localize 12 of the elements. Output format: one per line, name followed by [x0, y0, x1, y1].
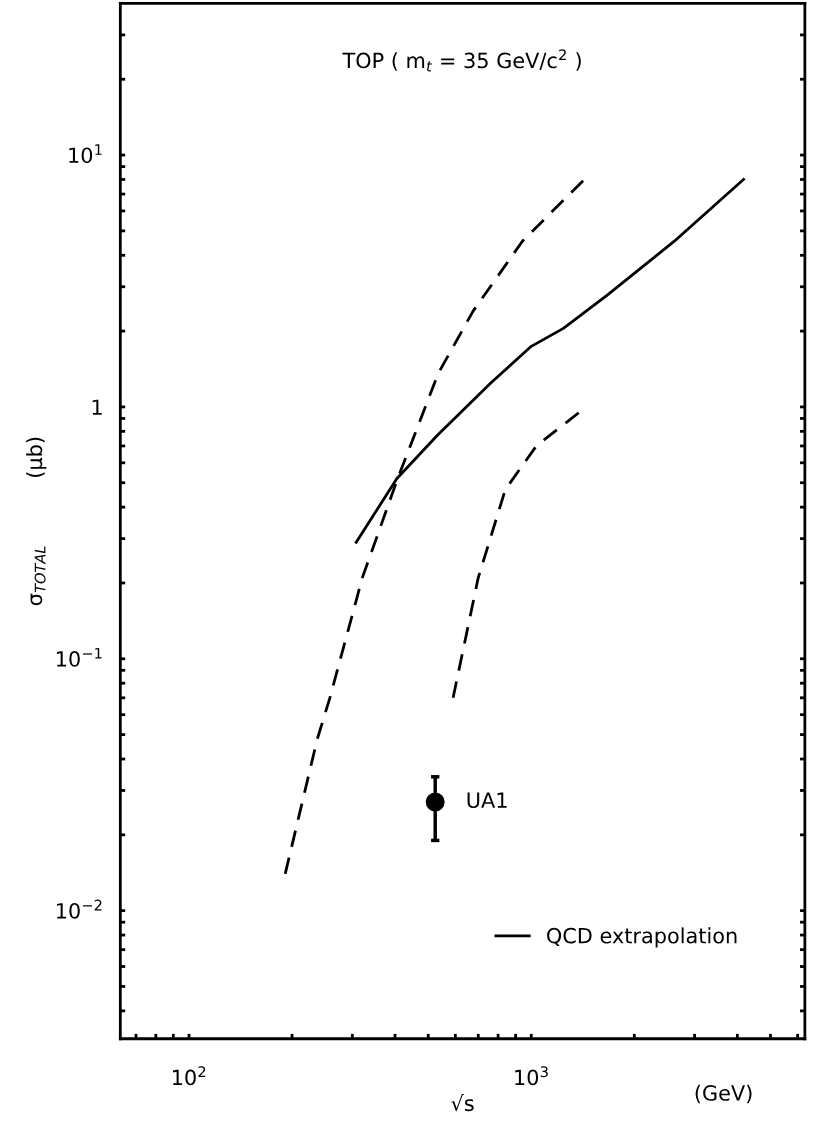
y-tick-label: 10$^{−2}$ — [56, 899, 102, 919]
legend-label: QCD extrapolation — [547, 927, 737, 948]
y-tick-label: 10$^{−1}$ — [56, 647, 102, 667]
series-label: UA1 — [467, 792, 507, 809]
text: σ$_{TOTAL}$ (μb) — [26, 437, 47, 606]
y-tick-label: 10$^{1}$ — [69, 144, 102, 164]
x-axis-title: √s — [451, 1093, 474, 1112]
y-tick-label: 1 — [92, 399, 102, 415]
text: (GeV) — [695, 1084, 752, 1104]
x-tick-label: 10$^{2}$ — [172, 1066, 206, 1086]
x-tick-label: 10$^{3}$ — [515, 1066, 548, 1086]
text: TOP ( m$_{t}$ = 35 GeV/c$^{2}$ ) — [342, 49, 581, 72]
